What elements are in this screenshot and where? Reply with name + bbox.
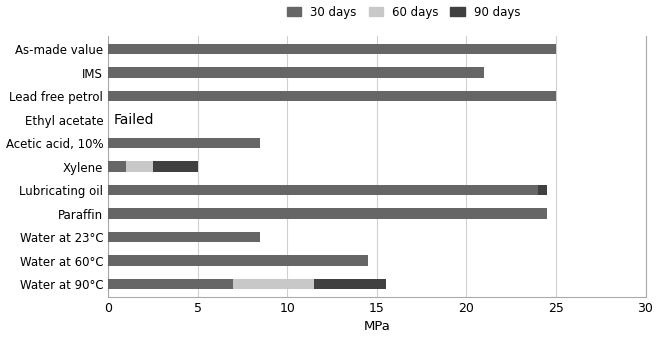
Legend: 30 days, 60 days, 90 days: 30 days, 60 days, 90 days xyxy=(287,5,521,19)
Bar xyxy=(108,232,260,242)
Text: Failed: Failed xyxy=(113,113,154,126)
Bar xyxy=(108,91,556,101)
Bar xyxy=(126,161,153,172)
Bar xyxy=(233,279,314,290)
Bar xyxy=(108,161,126,172)
Bar xyxy=(108,138,260,148)
Bar xyxy=(314,279,386,290)
Bar xyxy=(108,208,547,219)
Bar xyxy=(108,279,233,290)
Bar xyxy=(153,161,198,172)
Bar xyxy=(108,67,484,78)
Bar xyxy=(108,185,538,195)
X-axis label: MPa: MPa xyxy=(363,320,390,334)
Bar xyxy=(108,44,556,54)
Bar xyxy=(108,255,368,266)
Bar xyxy=(538,185,547,195)
